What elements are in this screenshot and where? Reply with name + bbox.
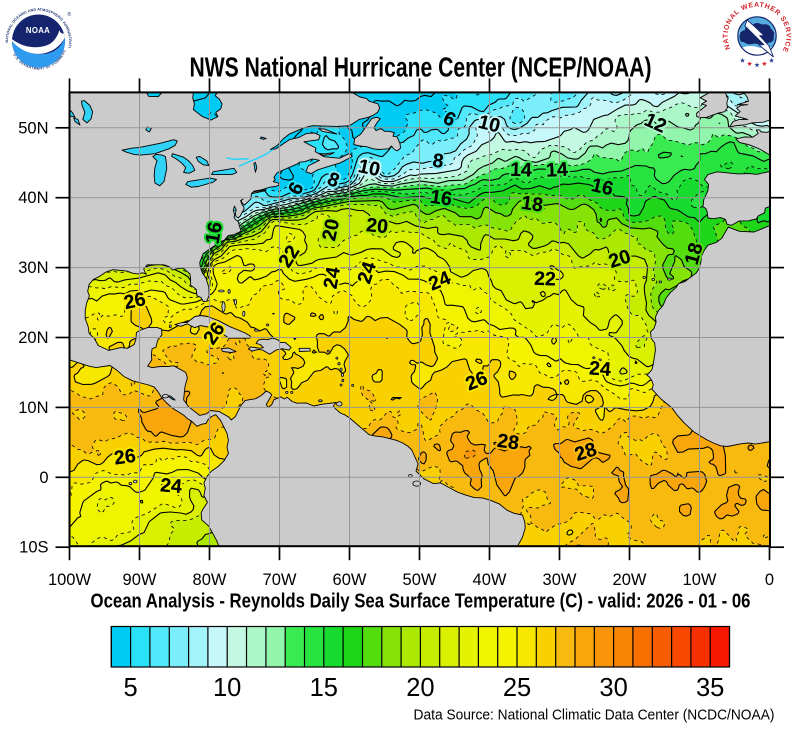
svg-text:60W: 60W — [333, 571, 367, 589]
svg-text:22: 22 — [534, 268, 557, 291]
svg-text:100W: 100W — [48, 571, 92, 589]
svg-text:18: 18 — [520, 192, 545, 217]
svg-text:30: 30 — [599, 674, 627, 702]
svg-text:NWS National Hurricane Center: NWS National Hurricane Center (NCEP/NOAA… — [189, 53, 651, 83]
svg-text:24: 24 — [588, 357, 611, 380]
svg-text:20: 20 — [318, 217, 344, 243]
svg-text:24: 24 — [159, 474, 183, 498]
svg-text:20: 20 — [406, 674, 434, 702]
svg-text:22: 22 — [534, 268, 557, 291]
svg-text:26: 26 — [113, 445, 138, 470]
svg-text:10: 10 — [213, 674, 241, 702]
svg-text:14: 14 — [510, 159, 533, 182]
svg-text:14: 14 — [546, 159, 569, 182]
svg-text:16: 16 — [429, 186, 454, 211]
svg-text:14: 14 — [546, 159, 569, 182]
svg-text:8: 8 — [431, 150, 445, 173]
svg-text:50N: 50N — [18, 119, 48, 137]
svg-text:25: 25 — [503, 674, 531, 702]
svg-text:20: 20 — [365, 214, 389, 238]
svg-text:70W: 70W — [263, 571, 297, 589]
svg-text:50W: 50W — [403, 571, 437, 589]
svg-text:16: 16 — [429, 186, 454, 211]
svg-text:24: 24 — [588, 357, 611, 380]
svg-text:26: 26 — [122, 288, 148, 314]
svg-text:16: 16 — [589, 174, 615, 200]
svg-text:28: 28 — [496, 430, 521, 455]
svg-text:40N: 40N — [18, 189, 48, 207]
svg-text:35: 35 — [696, 674, 724, 702]
svg-text:20: 20 — [365, 214, 389, 238]
svg-text:20N: 20N — [18, 329, 48, 347]
svg-text:Data Source: National Climatic: Data Source: National Climatic Data Cent… — [414, 706, 775, 722]
svg-text:14: 14 — [510, 159, 533, 182]
svg-text:0: 0 — [39, 469, 48, 487]
svg-text:80W: 80W — [193, 571, 227, 589]
svg-text:Ocean Analysis - Reynolds Dail: Ocean Analysis - Reynolds Daily Sea Surf… — [91, 589, 751, 612]
svg-text:10W: 10W — [683, 571, 717, 589]
svg-text:16: 16 — [201, 220, 226, 245]
svg-text:30W: 30W — [543, 571, 577, 589]
svg-text:24: 24 — [319, 265, 344, 290]
svg-text:30N: 30N — [18, 259, 48, 277]
svg-text:10N: 10N — [18, 399, 48, 417]
svg-text:15: 15 — [310, 674, 338, 702]
svg-text:10S: 10S — [19, 539, 48, 557]
svg-text:10: 10 — [356, 155, 382, 181]
svg-text:NOAA: NOAA — [26, 26, 50, 35]
svg-text:40W: 40W — [473, 571, 507, 589]
svg-text:5: 5 — [124, 674, 138, 702]
svg-text:®: ® — [68, 11, 72, 18]
svg-text:20W: 20W — [613, 571, 647, 589]
svg-text:90W: 90W — [123, 571, 157, 589]
svg-text:24: 24 — [159, 474, 183, 498]
svg-text:0: 0 — [765, 571, 774, 589]
svg-text:10: 10 — [476, 111, 503, 138]
